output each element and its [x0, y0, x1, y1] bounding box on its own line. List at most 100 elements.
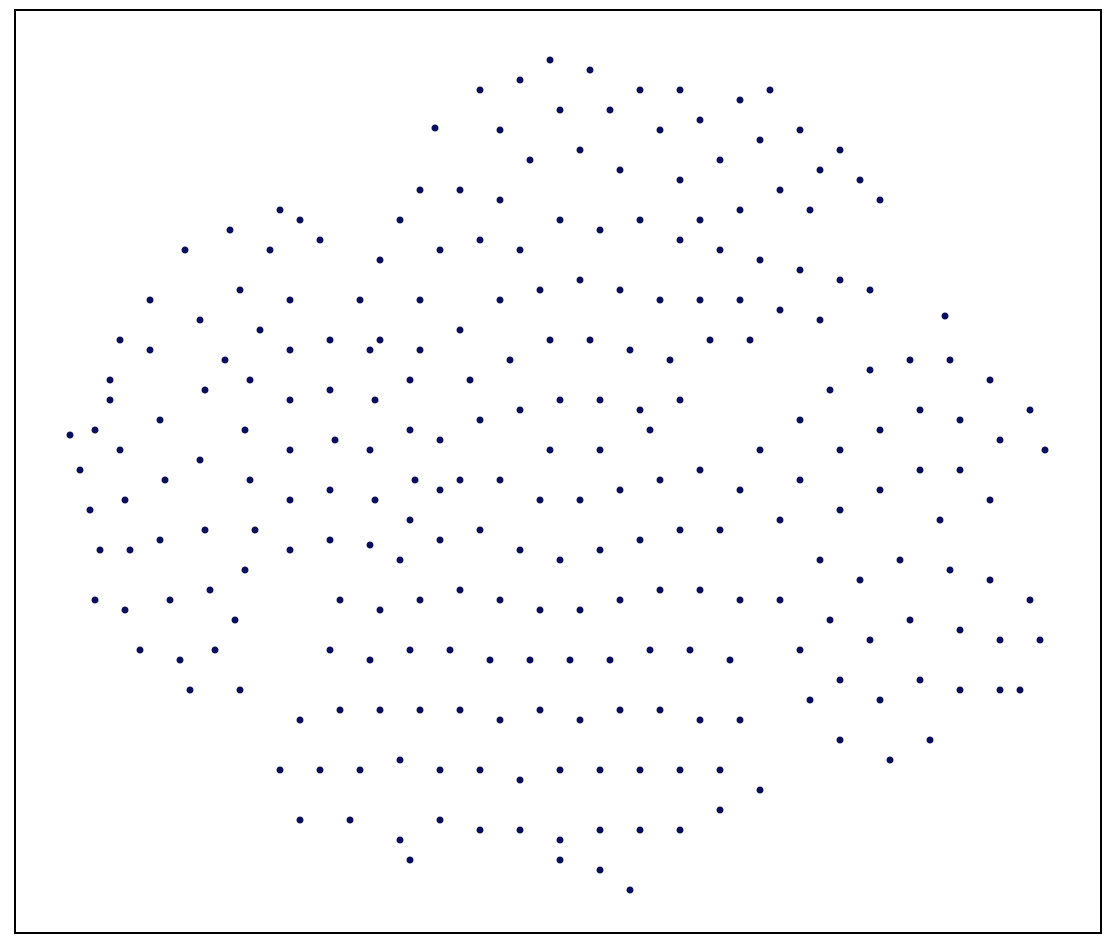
point [556, 856, 564, 864]
point [286, 546, 294, 554]
point [336, 706, 344, 714]
point [496, 476, 504, 484]
point [286, 496, 294, 504]
point [241, 566, 249, 574]
point [586, 336, 594, 344]
point [886, 756, 894, 764]
point [196, 316, 204, 324]
point [366, 446, 374, 454]
point [876, 486, 884, 494]
point [936, 516, 944, 524]
point [366, 541, 374, 549]
point [326, 646, 334, 654]
point [676, 826, 684, 834]
point [896, 556, 904, 564]
point [606, 106, 614, 114]
point [396, 216, 404, 224]
point [1041, 446, 1049, 454]
point [1026, 596, 1034, 604]
point [676, 526, 684, 534]
point [916, 676, 924, 684]
point [506, 356, 514, 364]
point [496, 196, 504, 204]
point [416, 706, 424, 714]
point [76, 466, 84, 474]
point [226, 226, 234, 234]
point [516, 246, 524, 254]
point [156, 416, 164, 424]
point [796, 476, 804, 484]
point [656, 706, 664, 714]
point [596, 546, 604, 554]
point [496, 596, 504, 604]
point [866, 636, 874, 644]
point [666, 356, 674, 364]
point [686, 646, 694, 654]
point [516, 406, 524, 414]
point [836, 276, 844, 284]
point [696, 586, 704, 594]
point [116, 446, 124, 454]
point [956, 626, 964, 634]
point [536, 606, 544, 614]
point [576, 606, 584, 614]
point [576, 146, 584, 154]
point [866, 366, 874, 374]
point [1026, 406, 1034, 414]
point [156, 536, 164, 544]
point [716, 526, 724, 534]
point [826, 616, 834, 624]
point [996, 436, 1004, 444]
point [476, 236, 484, 244]
point [736, 296, 744, 304]
point [926, 736, 934, 744]
point [236, 686, 244, 694]
point [596, 446, 604, 454]
point [456, 586, 464, 594]
point [746, 336, 754, 344]
point [436, 766, 444, 774]
point [626, 346, 634, 354]
point [596, 396, 604, 404]
point [616, 706, 624, 714]
point [796, 266, 804, 274]
point [436, 486, 444, 494]
point [331, 436, 339, 444]
point [106, 376, 114, 384]
point [856, 176, 864, 184]
point [246, 376, 254, 384]
point [221, 356, 229, 364]
point [116, 336, 124, 344]
point [136, 646, 144, 654]
point [956, 466, 964, 474]
point [1036, 636, 1044, 644]
point [326, 386, 334, 394]
point [706, 336, 714, 344]
point [476, 526, 484, 534]
point [866, 286, 874, 294]
point [796, 126, 804, 134]
point [576, 276, 584, 284]
point [476, 416, 484, 424]
point [91, 596, 99, 604]
point [816, 316, 824, 324]
point [286, 446, 294, 454]
point [436, 816, 444, 824]
point [406, 646, 414, 654]
point [376, 256, 384, 264]
point [371, 496, 379, 504]
point [616, 486, 624, 494]
point [576, 496, 584, 504]
point [941, 312, 949, 320]
point [776, 596, 784, 604]
point [376, 706, 384, 714]
point [146, 346, 154, 354]
point [776, 516, 784, 524]
point [416, 296, 424, 304]
point [411, 476, 419, 484]
point [256, 326, 264, 334]
point [796, 416, 804, 424]
point [476, 826, 484, 834]
point [916, 466, 924, 474]
point [676, 396, 684, 404]
